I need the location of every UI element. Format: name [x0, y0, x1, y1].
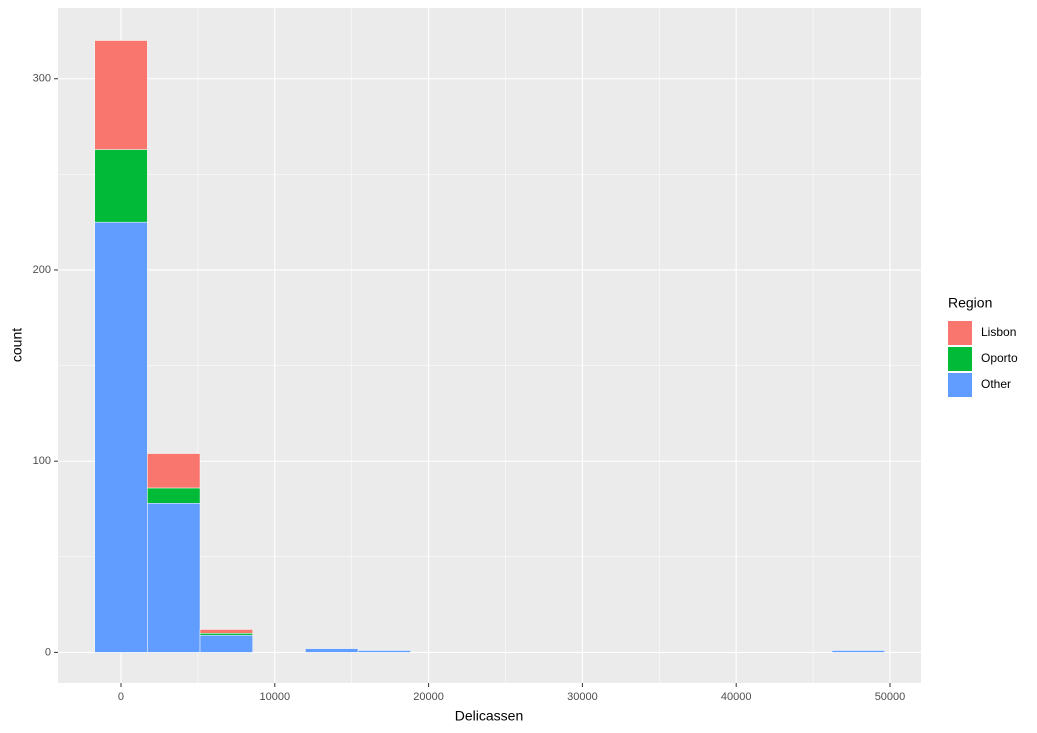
y-tick-label: 300 [33, 73, 51, 85]
legend-key [948, 347, 972, 371]
bar-segment [357, 650, 411, 653]
bar-segment [199, 633, 253, 636]
x-tick-label: 50000 [875, 691, 906, 703]
y-tick-label: 200 [33, 264, 51, 276]
bar-segment [94, 40, 148, 150]
x-tick-label: 10000 [259, 691, 290, 703]
x-axis-title: Delicassen [455, 708, 523, 724]
y-tick-label: 0 [45, 646, 51, 658]
x-tick-label: 20000 [413, 691, 444, 703]
y-tick-label: 100 [33, 455, 51, 467]
legend-key [948, 373, 972, 397]
bar-segment [147, 503, 201, 653]
legend-key [948, 321, 972, 345]
panel [58, 8, 921, 683]
bar-segment [147, 453, 201, 489]
x-tick-label: 0 [118, 691, 124, 703]
bar-segment [831, 650, 885, 653]
y-axis-title: count [9, 328, 25, 362]
bar-segment [94, 221, 148, 653]
legend-label: Other [981, 377, 1011, 391]
x-tick-label: 30000 [567, 691, 598, 703]
legend-label: Oporto [981, 351, 1018, 365]
bar-segment [305, 648, 359, 653]
legend-label: Lisbon [981, 325, 1016, 339]
legend-title: Region [948, 295, 992, 311]
bar-segment [199, 629, 253, 634]
bar-segment [147, 487, 201, 504]
bar-segment [94, 149, 148, 223]
bar-segment [199, 634, 253, 653]
x-tick-label: 40000 [721, 691, 752, 703]
